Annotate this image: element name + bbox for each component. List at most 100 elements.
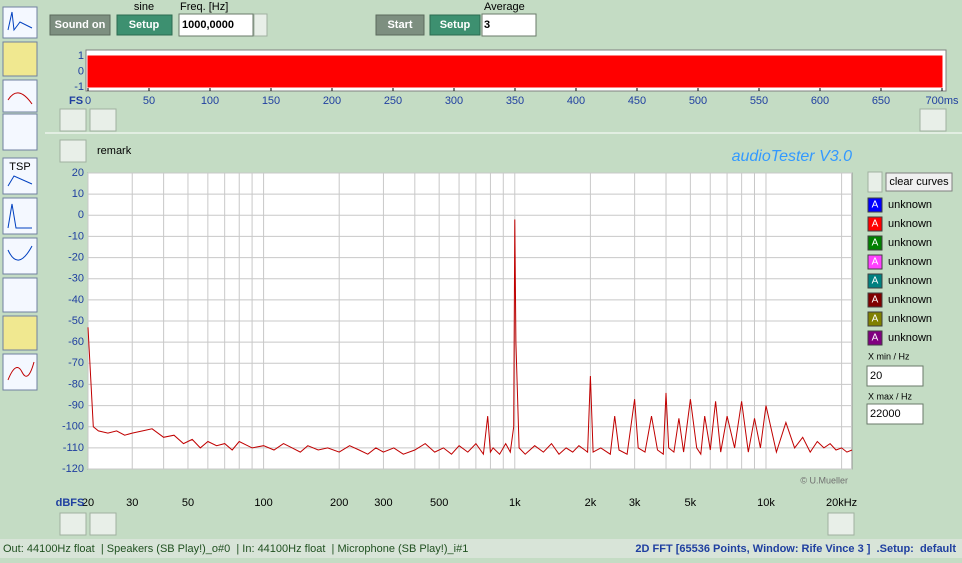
x-tick-label: 450 <box>628 95 646 107</box>
scroll[interactable] <box>827 512 855 536</box>
y-tick-label: -120 <box>62 463 84 475</box>
button-label: Setup <box>129 19 160 31</box>
start-button[interactable] <box>375 14 425 36</box>
y-axis-label: dBFS <box>56 497 85 509</box>
x-tick-label: 150 <box>262 95 280 107</box>
setup-button[interactable] <box>116 14 173 36</box>
y-tick-label: -40 <box>68 294 84 306</box>
input-value: 20 <box>870 370 882 382</box>
icon-glyph <box>7 175 33 187</box>
y-tick-label: -50 <box>68 315 84 327</box>
xmin-input[interactable] <box>866 365 924 387</box>
y-tick-label: 1 <box>78 50 84 62</box>
average-input[interactable] <box>481 13 537 37</box>
setup-button[interactable] <box>429 14 481 36</box>
curve-icon <box>867 330 883 346</box>
credit: © U.Mueller <box>800 475 848 485</box>
y-tick-label: -10 <box>68 230 84 242</box>
button-label: clear curves <box>889 176 949 188</box>
x-tick-label: 30 <box>126 497 138 509</box>
icon-impedance[interactable] <box>2 237 38 275</box>
axis-label: FS <box>69 95 83 107</box>
icon-glyph <box>7 92 33 105</box>
x-tick-label: 300 <box>445 95 463 107</box>
spin[interactable] <box>867 171 883 193</box>
x-tick-label: 50 <box>182 497 194 509</box>
y-tick-label: -90 <box>68 399 84 411</box>
x-tick-label: 500 <box>430 497 448 509</box>
y-tick-label: -20 <box>68 251 84 263</box>
spin[interactable] <box>59 108 87 132</box>
x-tick-label: 200 <box>323 95 341 107</box>
x-tick-label: 200 <box>330 497 348 509</box>
curve-icon-letter: A <box>872 276 879 287</box>
x-tick-label: 350 <box>506 95 524 107</box>
x-tick-label: 20 <box>82 497 94 509</box>
x-tick-label: 700ms <box>925 95 959 107</box>
x-tick-label: 400 <box>567 95 585 107</box>
label: Freq. [Hz] <box>180 1 228 13</box>
scroll[interactable] <box>89 512 117 536</box>
y-tick-label: 0 <box>78 65 84 77</box>
xmax-input[interactable] <box>866 403 924 425</box>
curve-icon <box>867 311 883 327</box>
spin[interactable] <box>253 13 268 37</box>
x-tick-label: 300 <box>374 497 392 509</box>
curve-icon <box>867 273 883 289</box>
x-tick-label: 2k <box>585 497 597 509</box>
button-label: Sound on <box>55 19 106 31</box>
y-tick-label: -60 <box>68 336 84 348</box>
curve-icon-letter: A <box>872 333 879 344</box>
curve-label: unknown <box>888 332 932 344</box>
y-tick-label: -70 <box>68 357 84 369</box>
y-tick-label: 20 <box>72 167 84 179</box>
spin[interactable] <box>59 512 87 536</box>
spin[interactable] <box>59 139 87 163</box>
x-tick-label: 0 <box>85 95 91 107</box>
freq-input[interactable] <box>178 13 254 37</box>
x-tick-label: 250 <box>384 95 402 107</box>
x-tick-label: 600 <box>811 95 829 107</box>
x-tick-label: 10k <box>757 497 775 509</box>
curve-icon <box>867 197 883 213</box>
scroll[interactable] <box>89 108 117 132</box>
clear-curves-button[interactable] <box>885 172 953 192</box>
icon-label: TSP <box>9 161 30 173</box>
sound-on-button[interactable] <box>49 14 111 36</box>
status-right: 2D FFT [65536 Points, Window: Rife Vince… <box>635 543 956 555</box>
icon-impulse[interactable] <box>2 197 38 235</box>
button-label: Setup <box>440 19 471 31</box>
y-tick-label: 10 <box>72 188 84 200</box>
curve-icon-letter: A <box>872 238 879 249</box>
x-tick-label: 1k <box>509 497 521 509</box>
y-tick-label: -1 <box>74 81 84 93</box>
x-tick-label: 650 <box>872 95 890 107</box>
y-tick-label: -110 <box>63 442 84 454</box>
curve-icon-letter: A <box>872 200 879 211</box>
y-tick-label: -30 <box>68 273 84 285</box>
x-tick-label: 100 <box>254 497 272 509</box>
label: sine <box>134 1 154 13</box>
curve-icon-letter: A <box>872 314 879 325</box>
label: X min / Hz <box>868 351 910 361</box>
app-title: audioTester V3.0 <box>732 148 852 165</box>
input-value: 3 <box>484 19 490 31</box>
icon-response[interactable] <box>2 79 38 113</box>
label: Average <box>484 1 525 13</box>
icon-glyph <box>7 361 35 381</box>
curve-label: unknown <box>888 294 932 306</box>
status-bar <box>0 539 962 558</box>
icon-speaker2[interactable] <box>2 315 38 351</box>
icon-tsp[interactable] <box>2 157 38 195</box>
icon-filter[interactable] <box>2 277 38 313</box>
icon-glyph <box>7 203 32 229</box>
icon-speaker[interactable] <box>2 41 38 77</box>
curve-label: unknown <box>888 275 932 287</box>
icon-glyph <box>7 11 33 32</box>
scroll[interactable] <box>919 108 947 132</box>
side-icons: TSP <box>2 6 38 391</box>
curve-label: unknown <box>888 218 932 230</box>
icon-measure[interactable] <box>2 113 38 151</box>
icon-phase[interactable] <box>2 353 38 391</box>
